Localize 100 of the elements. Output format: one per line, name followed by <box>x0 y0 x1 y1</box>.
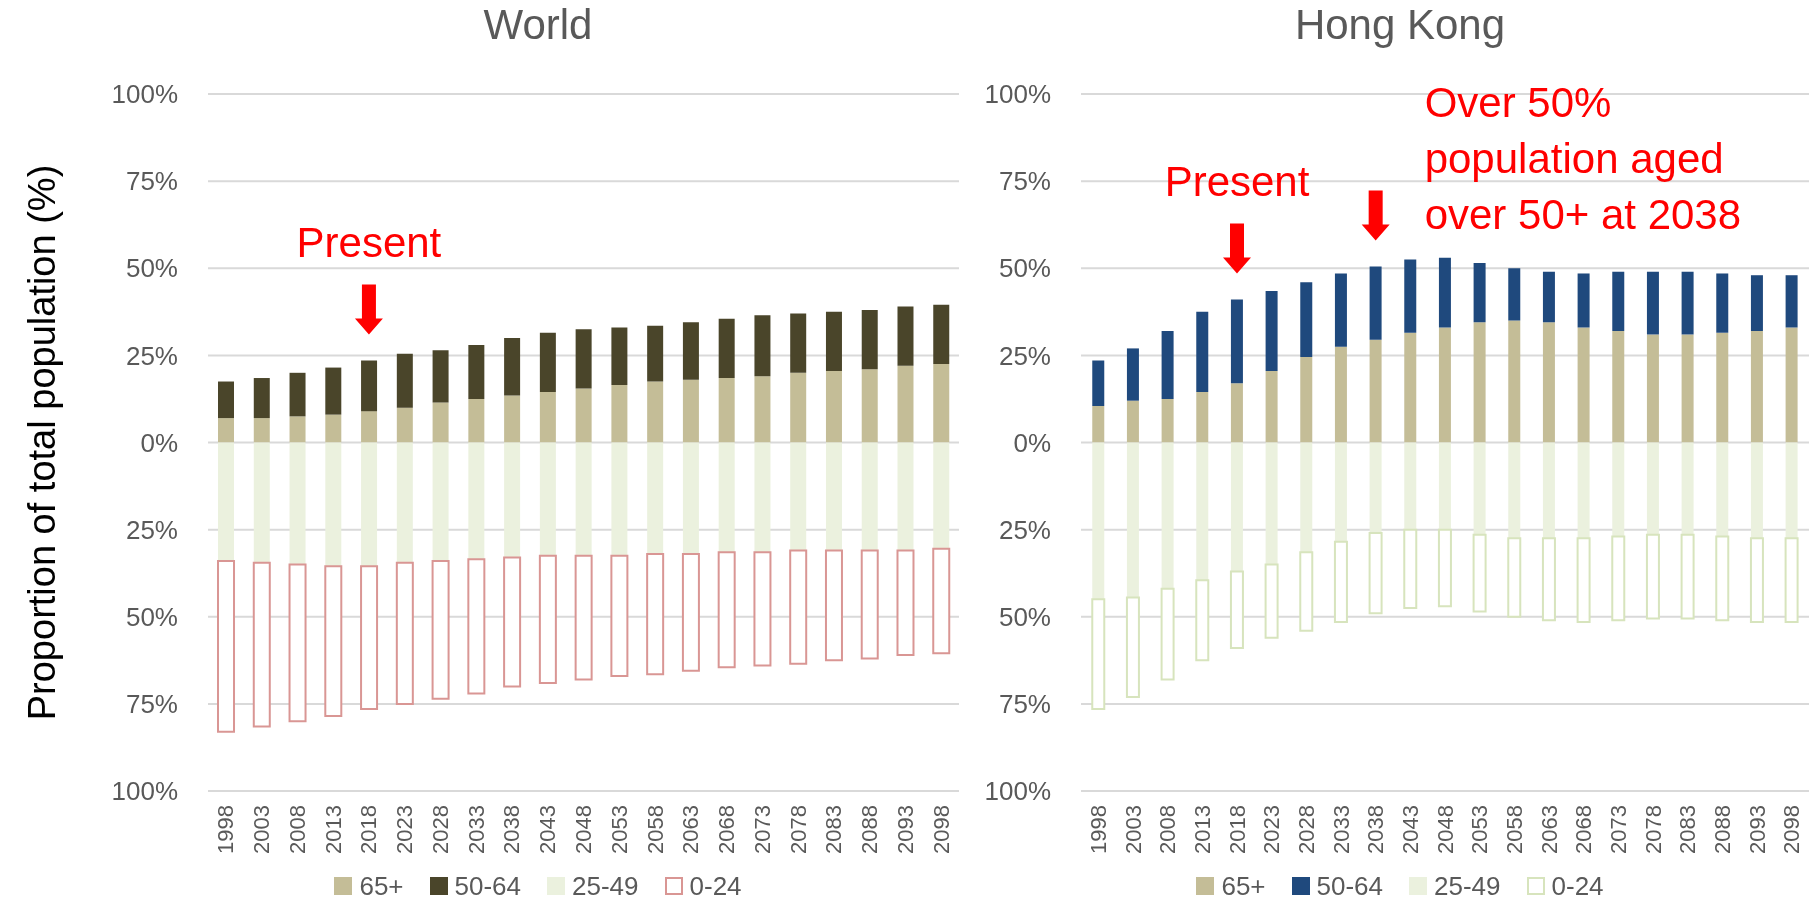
bar <box>396 442 413 563</box>
bar <box>1334 442 1347 542</box>
bar <box>1091 598 1106 711</box>
y-tick-label: 50% <box>125 253 178 284</box>
bar <box>1750 442 1763 539</box>
bar <box>1681 271 1694 335</box>
bar <box>1508 442 1521 539</box>
bar <box>1715 535 1730 622</box>
chart-title: Hong Kong <box>1293 0 1507 50</box>
bar <box>647 325 664 382</box>
bar <box>396 353 413 408</box>
bar <box>1300 282 1313 358</box>
bar <box>1681 334 1694 443</box>
bar <box>1716 273 1729 333</box>
bar <box>896 549 915 657</box>
x-tick-label: 2018 <box>356 805 382 854</box>
x-tick-label: 2073 <box>1605 805 1631 854</box>
bar <box>1092 405 1105 443</box>
bar <box>897 306 914 366</box>
bar <box>610 554 629 677</box>
bar <box>289 372 306 417</box>
bar <box>1333 540 1348 623</box>
x-tick-label: 2013 <box>320 805 346 854</box>
bar <box>681 553 700 672</box>
bar <box>1264 563 1279 639</box>
bar <box>1404 259 1417 333</box>
bar <box>575 329 592 389</box>
bar <box>431 559 450 700</box>
bar <box>611 385 628 443</box>
y-tick-label: 0% <box>140 427 178 458</box>
bar <box>1611 535 1626 622</box>
bar <box>218 418 235 443</box>
legend-label: 25-49 <box>1434 870 1501 902</box>
bar <box>575 388 592 443</box>
x-tick-label: 2083 <box>821 805 847 854</box>
bar <box>1229 570 1244 650</box>
bar <box>825 442 842 551</box>
bar <box>861 310 878 370</box>
bar <box>789 549 808 665</box>
bar <box>717 551 736 669</box>
y-tick-label: 25% <box>125 340 178 371</box>
y-tick-label: 25% <box>998 340 1051 371</box>
bar <box>1473 263 1486 323</box>
legend-label: 50-64 <box>454 870 522 902</box>
bar <box>682 322 699 380</box>
bar <box>504 442 521 558</box>
y-tick-label: 75% <box>125 166 178 197</box>
bar <box>1645 533 1660 620</box>
bar <box>861 442 878 551</box>
bar <box>288 563 307 723</box>
bar <box>861 369 878 443</box>
bar <box>933 364 950 443</box>
bar <box>1265 371 1278 443</box>
bar <box>1612 271 1625 331</box>
bar <box>790 442 807 551</box>
bar <box>718 442 735 553</box>
x-tick-label: 2068 <box>1571 805 1597 854</box>
bar <box>825 371 842 443</box>
bar <box>1438 257 1451 328</box>
bar <box>1265 290 1278 372</box>
bar <box>252 561 271 728</box>
x-tick-label: 2003 <box>249 805 275 854</box>
bar <box>360 565 379 711</box>
x-tick-label: 2078 <box>1640 805 1666 854</box>
x-tick-label: 2058 <box>642 805 668 854</box>
bar <box>1508 320 1521 443</box>
legend-label: 50-64 <box>1316 870 1384 902</box>
bar <box>1368 532 1383 615</box>
bar <box>754 376 771 443</box>
bar <box>468 398 485 443</box>
bar <box>1646 334 1659 443</box>
bar <box>1750 330 1763 443</box>
y-tick-label: 50% <box>125 601 178 632</box>
bar <box>395 561 414 705</box>
y-tick-label: 100% <box>111 79 178 110</box>
bar <box>1196 442 1209 581</box>
x-tick-label: 2068 <box>714 805 740 854</box>
x-tick-label: 2043 <box>535 805 561 854</box>
bar <box>1438 327 1451 443</box>
x-tick-label: 2028 <box>427 805 453 854</box>
bar <box>1785 327 1798 443</box>
x-tick-label: 2038 <box>499 805 525 854</box>
bar <box>1299 551 1314 632</box>
y-tick-label: 75% <box>125 689 178 720</box>
y-tick-label: 50% <box>998 601 1051 632</box>
x-tick-label: 2088 <box>1709 805 1735 854</box>
bar <box>539 391 556 443</box>
bar <box>1749 537 1764 623</box>
bar <box>253 378 270 419</box>
bar <box>218 442 235 561</box>
bar <box>1230 442 1243 572</box>
bar <box>646 553 665 676</box>
bar <box>1369 339 1382 443</box>
bar <box>432 402 449 443</box>
bar <box>1404 332 1417 443</box>
bar <box>790 313 807 373</box>
bar <box>218 381 235 419</box>
bar <box>1507 537 1522 618</box>
bar <box>1437 528 1452 608</box>
bar <box>325 442 342 567</box>
